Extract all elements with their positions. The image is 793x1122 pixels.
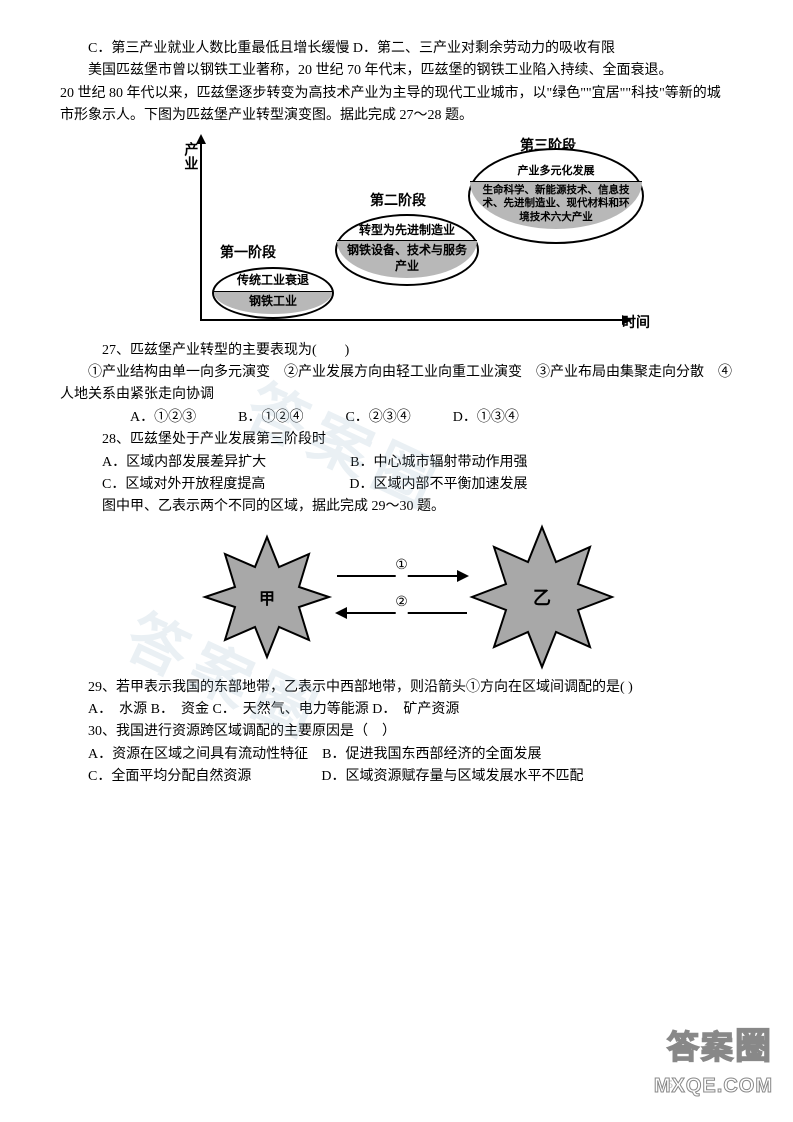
star-intro: 图中甲、乙表示两个不同的区域，据此完成 29～30 题。 — [60, 496, 733, 518]
arrow-1: ① — [337, 575, 467, 577]
arrow-container: ① ② — [337, 557, 467, 632]
logo-sub: MXQE.COM — [654, 1070, 773, 1102]
q30-opt-d: D．区域资源赋存量与区域发展水平不匹配 — [321, 769, 583, 784]
logo-main: 答案圈 — [654, 1017, 773, 1075]
stage1-label: 第一阶段 — [220, 243, 276, 265]
stage1-top: 传统工业衰退 — [214, 271, 332, 292]
stage2-label: 第二阶段 — [370, 191, 426, 213]
stage2-top: 转型为先进制造业 — [337, 221, 477, 242]
stage3-oval: 产业多元化发展 生命科学、新能源技术、信息技术、先进制造业、现代材料和环境技术六… — [468, 148, 644, 244]
footer-logo: 答案圈 MXQE.COM — [654, 1017, 773, 1102]
q28-row2: C．区域对外开放程度提高 D．区域内部不平衡加速发展 — [60, 474, 733, 496]
q30-opt-c: C．全面平均分配自然资源 — [88, 769, 251, 784]
arrow-2-label: ② — [395, 592, 408, 614]
transition-chart: 产业 时间 第一阶段 传统工业衰退 钢铁工业 第二阶段 转型为先进制造业 钢铁设… — [170, 136, 650, 336]
stage2-bottom: 钢铁设备、技术与服务产业 — [337, 241, 477, 278]
q30-opt-b: B．促进我国东西部经济的全面发展 — [322, 747, 541, 762]
q30-opt-a: A．资源在区域之间具有流动性特征 — [88, 747, 308, 762]
q27-statements: ①产业结构由单一向多元演变 ②产业发展方向由轻工业向重工业演变 ③产业布局由集聚… — [60, 362, 733, 407]
logo-main-2: 圈 — [735, 1025, 773, 1066]
star-right-label: 乙 — [533, 588, 551, 608]
q28-row1: A．区域内部发展差异扩大 B．中心城市辐射带动作用强 — [60, 452, 733, 474]
star-left: 甲 — [197, 532, 337, 662]
q28-opt-c: C．区域对外开放程度提高 — [102, 477, 265, 492]
q29-stem: 29、若甲表示我国的东部地带，乙表示中西部地带，则沿箭头①方向在区域间调配的是(… — [60, 677, 733, 699]
q28-opt-d: D．区域内部不平衡加速发展 — [349, 477, 527, 492]
q28-opt-b: B．中心城市辐射带动作用强 — [350, 455, 527, 470]
q27-stem: 27、匹兹堡产业转型的主要表现为( ) — [60, 340, 733, 362]
star-diagram: 甲 乙 ① ② — [187, 527, 607, 667]
stage1-oval: 传统工业衰退 钢铁工业 — [212, 267, 334, 319]
arrow-1-label: ① — [395, 555, 408, 577]
x-axis — [200, 319, 630, 321]
page-content: C．第三产业就业人数比重最低且增长缓慢 D．第二、三产业对剩余劳动力的吸收有限 … — [0, 0, 793, 789]
y-axis-label: 产业 — [178, 142, 200, 170]
option-c-d-line: C．第三产业就业人数比重最低且增长缓慢 D．第二、三产业对剩余劳动力的吸收有限 — [60, 38, 733, 60]
q30-row2: C．全面平均分配自然资源 D．区域资源赋存量与区域发展水平不匹配 — [60, 766, 733, 788]
q27-options: A．①②③ B．①②④ C．②③④ D．①③④ — [60, 407, 733, 429]
q28-opt-a: A．区域内部发展差异扩大 — [102, 455, 266, 470]
q30-stem: 30、我国进行资源跨区域调配的主要原因是（ ） — [60, 721, 733, 743]
x-axis-label: 时间 — [622, 313, 650, 335]
logo-main-1: 答案 — [667, 1029, 735, 1065]
context-paragraph-2: 20 世纪 80 年代以来，匹兹堡逐步转变为高技术产业为主导的现代工业城市，以"… — [60, 83, 733, 128]
stage3-bottom: 生命科学、新能源技术、信息技术、先进制造业、现代材料和环境技术六大产业 — [470, 182, 642, 229]
stage1-bottom: 钢铁工业 — [214, 292, 332, 314]
q29-options: A． 水源 B． 资金 C． 天然气、电力等能源 D． 矿产资源 — [60, 699, 733, 721]
stage3-top: 产业多元化发展 — [470, 162, 642, 181]
star-right: 乙 — [462, 522, 622, 672]
q28-stem: 28、匹兹堡处于产业发展第三阶段时 — [60, 429, 733, 451]
stage2-oval: 转型为先进制造业 钢铁设备、技术与服务产业 — [335, 214, 479, 286]
star-left-label: 甲 — [258, 590, 274, 608]
arrow-2: ② — [337, 612, 467, 614]
context-paragraph-1: 美国匹兹堡市曾以钢铁工业著称，20 世纪 70 年代末，匹兹堡的钢铁工业陷入持续… — [60, 60, 733, 82]
q30-row1: A．资源在区域之间具有流动性特征 B．促进我国东西部经济的全面发展 — [60, 744, 733, 766]
